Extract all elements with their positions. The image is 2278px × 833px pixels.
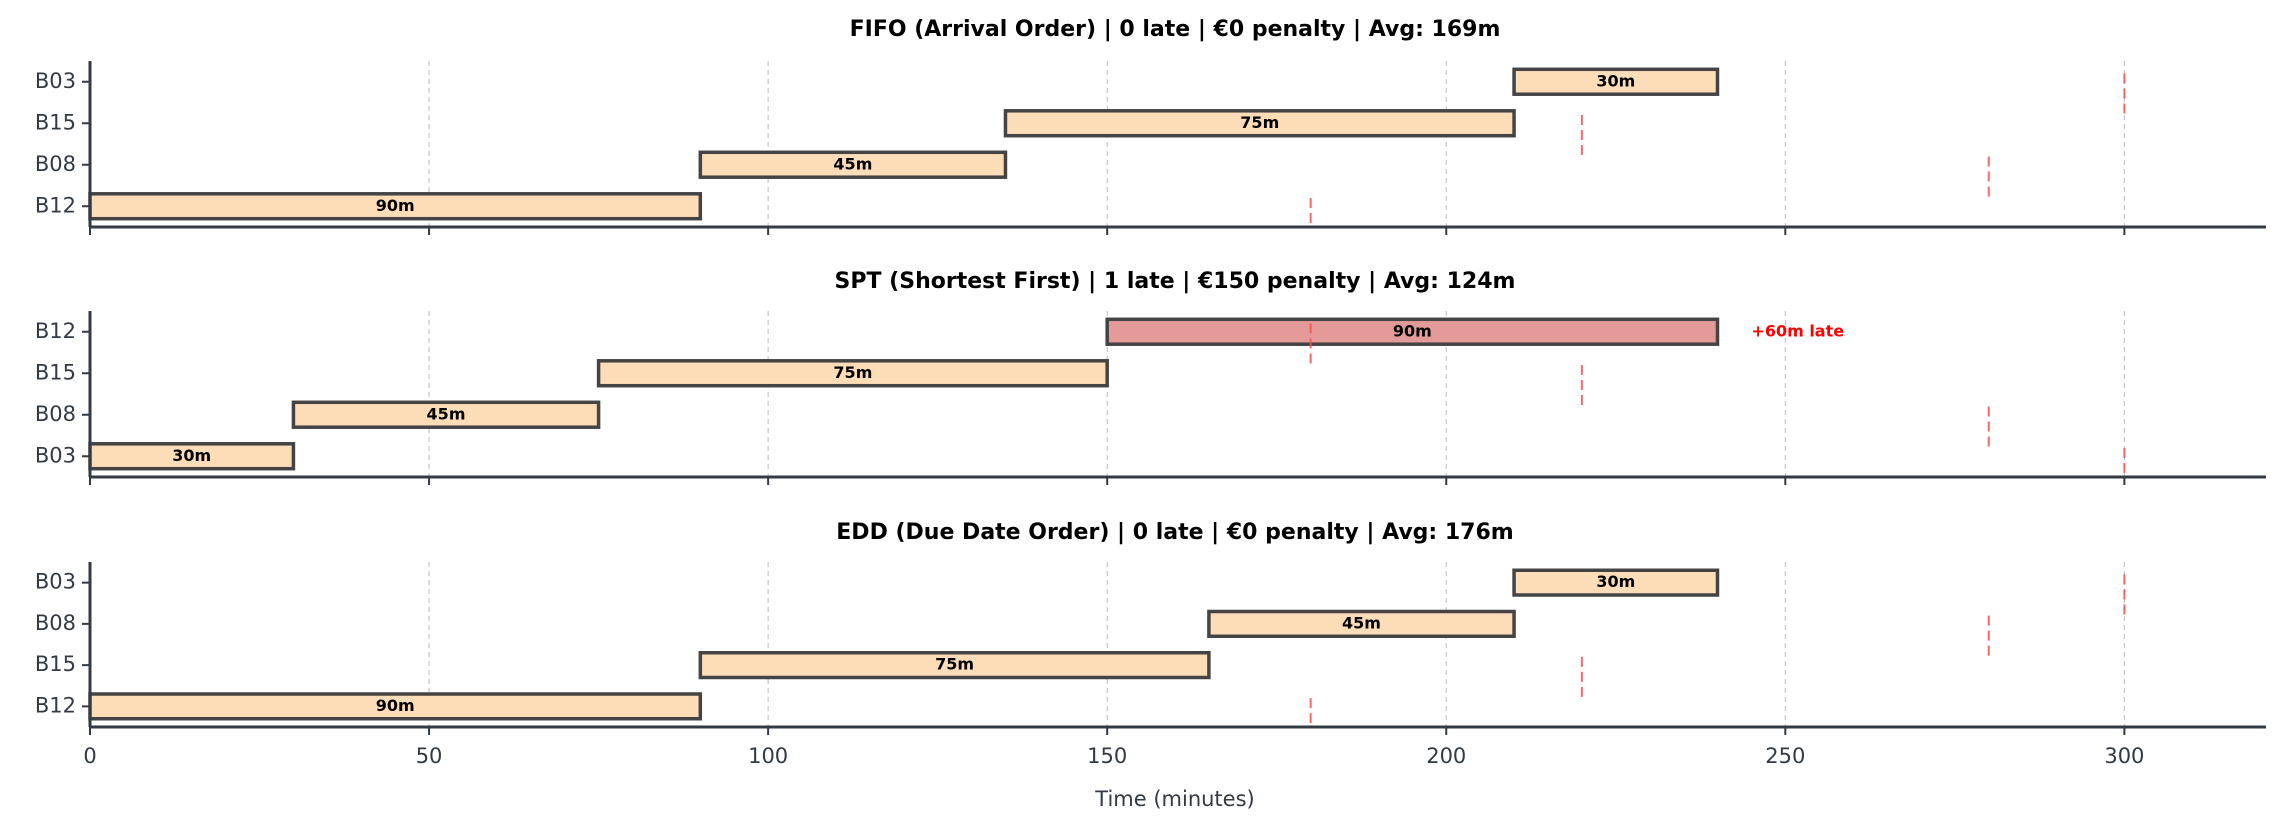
y-tick-label: B15 — [35, 652, 76, 676]
x-tick-label: 0 — [83, 744, 96, 768]
task-bar-label: 75m — [935, 655, 974, 674]
x-tick-label: 150 — [1087, 744, 1127, 768]
x-tick-label: 300 — [2104, 744, 2144, 768]
x-tick-label: 250 — [1765, 744, 1805, 768]
y-tick-label: B12 — [35, 193, 76, 217]
task-bar-b15 — [698, 651, 1211, 680]
panel-title: EDD (Due Date Order) | 0 late | €0 penal… — [836, 520, 1513, 545]
y-tick-label: B03 — [35, 443, 76, 467]
y-tick-label: B08 — [35, 611, 76, 635]
panel-title: FIFO (Arrival Order) | 0 late | €0 penal… — [850, 17, 1501, 42]
task-bar-b03 — [1512, 568, 1720, 597]
y-tick-label: B12 — [35, 693, 76, 717]
task-bar-b03 — [1512, 67, 1720, 96]
task-bar-label: 30m — [1596, 572, 1635, 591]
task-bar-b08 — [698, 150, 1008, 179]
task-bar-b12 — [1105, 317, 1720, 346]
x-tick-label: 200 — [1426, 744, 1466, 768]
task-bar-label: 45m — [833, 154, 872, 173]
x-tick-label: 50 — [416, 744, 443, 768]
task-bar-label: 75m — [1240, 113, 1279, 132]
task-bar-b15 — [596, 359, 1109, 388]
y-tick-label: B15 — [35, 110, 76, 134]
y-tick-label: B12 — [35, 319, 76, 343]
task-bar-b15 — [1003, 109, 1516, 138]
y-tick-label: B08 — [35, 152, 76, 176]
task-bar-label: 30m — [172, 446, 211, 465]
task-bar-label: 90m — [376, 696, 415, 715]
late-annotation: +60m late — [1751, 321, 1844, 340]
y-tick-label: B15 — [35, 360, 76, 384]
panel-title: SPT (Shortest First) | 1 late | €150 pen… — [835, 269, 1516, 294]
task-bar-b08 — [1207, 609, 1516, 638]
task-bar-label: 30m — [1596, 71, 1635, 90]
task-bar-b08 — [291, 400, 601, 429]
task-bar-label: 90m — [376, 196, 415, 215]
task-bar-label: 45m — [1342, 613, 1381, 632]
y-tick-label: B08 — [35, 402, 76, 426]
task-bar-label: 90m — [1393, 321, 1432, 340]
task-bar-label: 45m — [427, 404, 466, 423]
y-tick-label: B03 — [35, 69, 76, 93]
x-axis-label: Time (minutes) — [1094, 787, 1254, 811]
x-tick-label: 100 — [748, 744, 788, 768]
y-tick-label: B03 — [35, 570, 76, 594]
task-bar-label: 75m — [833, 363, 872, 382]
